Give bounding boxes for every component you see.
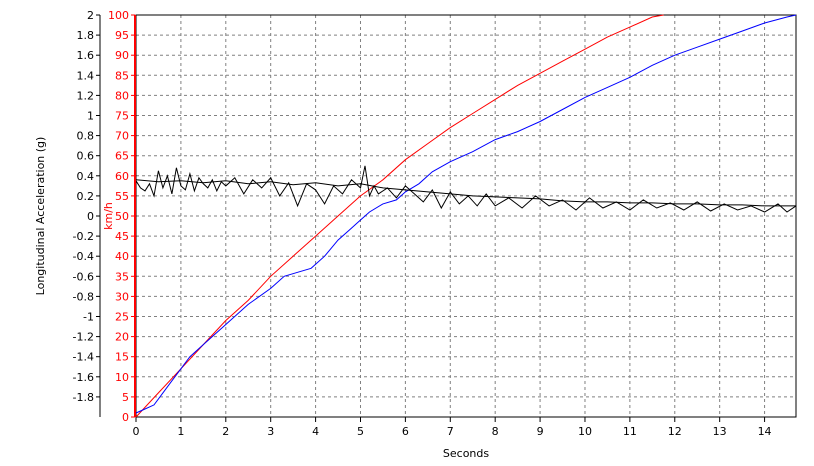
x-tick-label: 12	[668, 425, 682, 438]
left-axis-title: Longitudinal Acceleration (g)	[34, 137, 47, 296]
x-tick-label: 3	[267, 425, 274, 438]
right-tick-label: 40	[115, 250, 129, 263]
left-tick-label: 0.4	[77, 170, 95, 183]
right-tick-label: 10	[115, 371, 129, 384]
left-tick-label: -1	[83, 311, 94, 324]
x-tick-label: 9	[537, 425, 544, 438]
right-tick-label: 20	[115, 331, 129, 344]
left-tick-label: -1.8	[73, 391, 94, 404]
x-axis-title: Seconds	[443, 447, 489, 460]
right-axis-title: km/h	[102, 202, 115, 230]
right-tick-label: 35	[115, 270, 129, 283]
series-line-2	[135, 14, 797, 414]
right-tick-label: 60	[115, 170, 129, 183]
right-y-axis: 1009590858075706560555045403530252015105…	[108, 9, 136, 424]
right-tick-label: 15	[115, 351, 129, 364]
left-tick-label: 0.8	[77, 130, 95, 143]
left-tick-label: 1	[87, 110, 94, 123]
x-tick-label: 0	[133, 425, 140, 438]
left-tick-label: -1.4	[73, 351, 94, 364]
x-tick-label: 5	[357, 425, 364, 438]
x-tick-label: 13	[713, 425, 727, 438]
x-tick-label: 6	[402, 425, 409, 438]
right-tick-label: 90	[115, 49, 129, 62]
right-tick-label: 30	[115, 290, 129, 303]
right-tick-label: 5	[122, 391, 129, 404]
left-tick-label: 0.2	[77, 190, 95, 203]
x-tick-label: 8	[492, 425, 499, 438]
x-tick-label: 11	[623, 425, 637, 438]
series-line-4	[135, 179, 796, 207]
left-tick-label: 1.6	[77, 49, 95, 62]
right-tick-label: 55	[115, 190, 129, 203]
right-tick-label: 70	[115, 130, 129, 143]
left-tick-label: -0.2	[73, 230, 94, 243]
right-tick-label: 85	[115, 69, 129, 82]
series-line-1	[135, 14, 664, 418]
left-tick-label: 1.4	[77, 69, 95, 82]
left-tick-label: -0.8	[73, 290, 94, 303]
left-tick-label: 0	[87, 210, 94, 223]
x-tick-label: 10	[578, 425, 592, 438]
x-tick-label: 7	[447, 425, 454, 438]
series-layer	[135, 14, 797, 418]
x-axis: 0 1 2 3 4 5 6 7 8 9 10 11 12 13 14	[133, 417, 772, 438]
left-tick-label: -0.6	[73, 270, 94, 283]
right-tick-label: 65	[115, 150, 129, 163]
grid	[136, 15, 796, 417]
left-tick-label: 1.2	[77, 89, 95, 102]
x-tick-label: 4	[312, 425, 319, 438]
left-tick-label: -0.4	[73, 250, 94, 263]
left-tick-label: 2	[87, 9, 94, 22]
left-tick-label: -1.2	[73, 331, 94, 344]
right-tick-label: 0	[122, 411, 129, 424]
right-tick-label: 75	[115, 110, 129, 123]
left-y-axis: 2 1.8 1.6 1.4 1.2 1 0.8 0.6 0.4 0.2 0 -0.2 -0.4 -0.6 -…	[73, 9, 101, 417]
series-line-3	[135, 165, 797, 213]
left-tick-label: 1.8	[77, 29, 95, 42]
right-tick-label: 100	[108, 9, 129, 22]
x-tick-label: 2	[222, 425, 229, 438]
right-tick-label: 25	[115, 311, 129, 324]
right-tick-label: 50	[115, 210, 129, 223]
right-tick-label: 45	[115, 230, 129, 243]
left-tick-label: -1.6	[73, 371, 94, 384]
right-tick-label: 95	[115, 29, 129, 42]
left-tick-label: 0.6	[77, 150, 95, 163]
right-tick-label: 80	[115, 89, 129, 102]
x-tick-label: 14	[758, 425, 772, 438]
x-tick-label: 1	[177, 425, 184, 438]
